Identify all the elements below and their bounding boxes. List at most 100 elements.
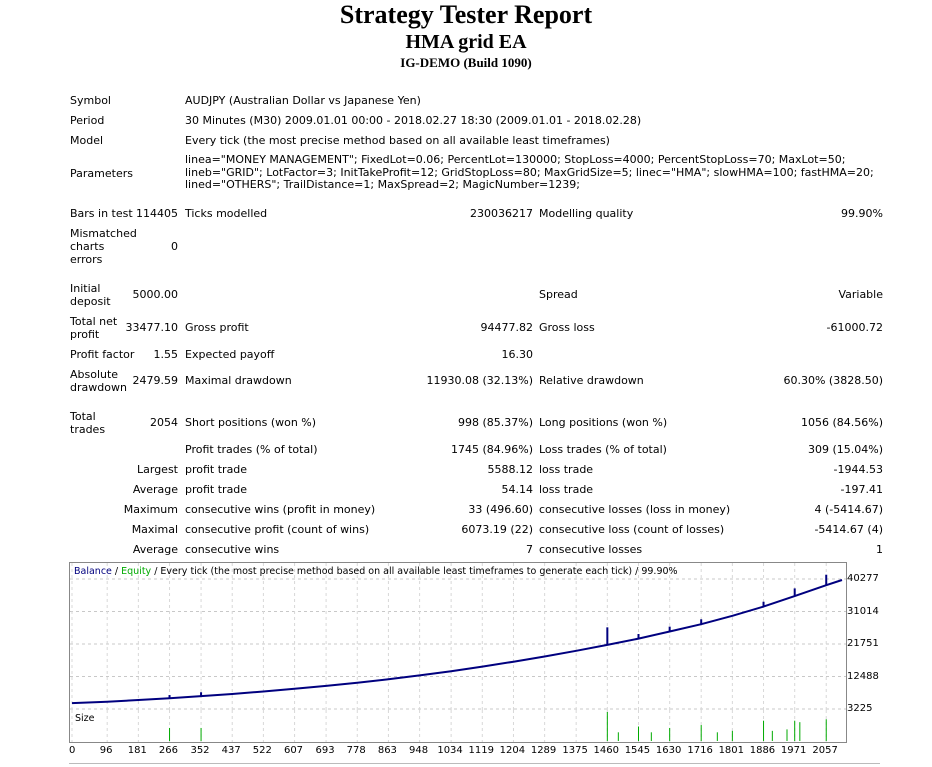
x-tick-label: 948 [409, 745, 429, 756]
average-label: Average [132, 483, 178, 496]
long-label: Long positions (won %) [539, 416, 668, 429]
spread-label: Spread [539, 288, 578, 301]
avg-losses-value: 1 [876, 543, 883, 556]
terminal-build: IG-DEMO (Build 1090) [400, 55, 532, 70]
x-tick-label: 607 [283, 745, 304, 756]
x-tick-label: 1375 [562, 745, 588, 756]
x-tick-label: 1545 [624, 745, 651, 756]
x-tick-label: 1716 [687, 745, 713, 756]
largest-profit-value: 5588.12 [487, 463, 534, 476]
x-tick-label: 1119 [468, 745, 494, 756]
pf-label: Profit factor [70, 348, 135, 361]
trades-label: Total trades [70, 410, 106, 436]
maximal-label: Maximal [131, 523, 178, 536]
maximal-loss-value: -5414.67 (4) [814, 523, 883, 536]
x-tick-label: 1886 [749, 745, 776, 756]
chart-legend: Balance / Equity / Every tick (the most … [74, 566, 678, 577]
average-loss-value: -197.41 [840, 483, 883, 496]
grossloss-value: -61000.72 [826, 321, 883, 334]
y-tick-label: 3225 [847, 703, 873, 714]
max-losses-value: 4 (-5414.67) [814, 503, 883, 516]
maximal-profit-label: consecutive profit (count of wins) [185, 523, 370, 536]
y-tick-label: 12488 [847, 670, 879, 682]
x-tick-label: 1460 [593, 745, 619, 756]
maximal-loss-label: consecutive loss (count of losses) [539, 523, 725, 536]
x-tick-label: 2057 [812, 745, 838, 756]
largest-profit-label: profit trade [185, 463, 248, 476]
average-loss-label: loss trade [539, 483, 594, 496]
largest-loss-label: loss trade [539, 463, 594, 476]
short-label: Short positions (won %) [185, 416, 317, 429]
grossprofit-value: 94477.82 [480, 321, 534, 334]
trades-value: 2054 [150, 416, 178, 429]
max-wins-value: 33 (496.60) [468, 503, 533, 516]
x-tick-label: 1289 [530, 745, 557, 756]
reldd-label: Relative drawdown [539, 374, 644, 387]
x-tick-label: 96 [99, 745, 113, 756]
parameters-value: linea="MONEY MANAGEMENT"; FixedLot=0.06;… [185, 153, 874, 191]
ep-value: 16.30 [501, 348, 534, 361]
parameters-label: Parameters [70, 167, 133, 180]
balance-chart-svg [70, 563, 846, 711]
x-tick-label: 437 [221, 745, 241, 756]
grossloss-label: Gross loss [539, 321, 595, 334]
deposit-label: Initial deposit [70, 282, 111, 308]
deposit-value: 5000.00 [132, 288, 179, 301]
spread-value: Variable [838, 288, 883, 301]
quality-label: Modelling quality [539, 207, 634, 220]
x-tick-label: 266 [158, 745, 179, 756]
avg-wins-label: consecutive wins [185, 543, 280, 556]
x-tick-label: 1034 [437, 745, 463, 756]
short-value: 998 (85.37%) [457, 416, 533, 429]
lt-label: Loss trades (% of total) [539, 443, 667, 456]
model-value: Every tick (the most precise method base… [185, 134, 610, 147]
x-tick-label: 181 [127, 745, 147, 756]
netprofit-value: 33477.10 [125, 321, 179, 334]
bars-label: Bars in test [70, 207, 133, 220]
ea-name: HMA grid EA [405, 31, 527, 53]
largest-label: Largest [137, 463, 178, 476]
avg-wins-value: 7 [526, 543, 533, 556]
period-label: Period [70, 114, 105, 127]
y-tick-label: 21751 [847, 638, 879, 649]
maxdd-value: 11930.08 (32.13%) [426, 374, 533, 387]
pt-label: Profit trades (% of total) [185, 443, 318, 456]
netprofit-label: Total net profit [70, 315, 118, 341]
maximal-profit-value: 6073.19 (22) [461, 523, 533, 536]
x-tick-label: 1630 [655, 745, 682, 756]
balance-line [71, 579, 843, 705]
absdd-value: 2479.59 [132, 374, 179, 387]
x-tick-label: 352 [190, 745, 210, 756]
x-tick-label: 1801 [718, 745, 745, 756]
y-tick-label: 31014 [847, 605, 879, 617]
avg-losses-label: consecutive losses [539, 543, 643, 556]
ticks-value: 230036217 [470, 207, 533, 220]
x-tick-label: 522 [252, 745, 272, 756]
pt-value: 1745 (84.96%) [450, 443, 533, 456]
grossprofit-label: Gross profit [185, 321, 249, 334]
reldd-value: 60.30% (3828.50) [783, 374, 883, 387]
model-label: Model [70, 134, 104, 147]
x-tick-label: 693 [315, 745, 335, 756]
average2-label: Average [132, 543, 178, 556]
x-tick-label: 863 [377, 745, 397, 756]
legend-sep: / [111, 566, 122, 577]
max-losses-label: consecutive losses (loss in money) [539, 503, 731, 516]
legend-equity: Equity [121, 566, 152, 577]
absdd-label: Absolute drawdown [70, 368, 127, 394]
x-tick-label: 0 [69, 745, 76, 756]
max-wins-label: consecutive wins (profit in money) [185, 503, 376, 516]
pf-value: 1.55 [153, 348, 179, 361]
symbol-value: AUDJPY (Australian Dollar vs Japanese Ye… [185, 94, 421, 107]
x-tick-label: 1204 [499, 745, 526, 756]
quality-value: 99.90% [841, 207, 883, 220]
mismatch-value: 0 [171, 240, 178, 253]
symbol-label: Symbol [70, 94, 111, 107]
largest-loss-value: -1944.53 [833, 463, 883, 476]
ep-label: Expected payoff [185, 348, 275, 361]
balance-chart [69, 562, 847, 712]
bars-value: 114405 [136, 207, 178, 220]
maxdd-label: Maximal drawdown [185, 374, 292, 387]
lt-value: 309 (15.04%) [807, 443, 883, 456]
x-tick-label: 778 [346, 745, 366, 756]
